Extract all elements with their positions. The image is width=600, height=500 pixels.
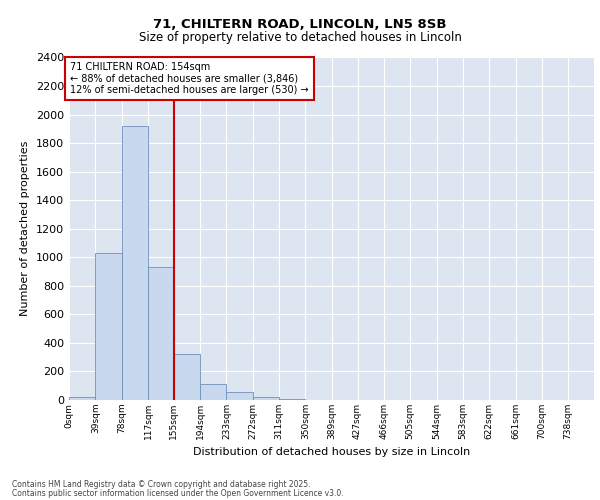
Bar [122,126,148,400]
Text: Contains HM Land Registry data © Crown copyright and database right 2025.: Contains HM Land Registry data © Crown c… [12,480,311,489]
Bar [69,397,95,400]
Bar [279,398,305,400]
Bar [95,253,122,400]
Text: Contains public sector information licensed under the Open Government Licence v3: Contains public sector information licen… [12,488,344,498]
Bar [174,354,200,400]
Text: 71, CHILTERN ROAD, LINCOLN, LN5 8SB: 71, CHILTERN ROAD, LINCOLN, LN5 8SB [153,18,447,30]
Text: 71 CHILTERN ROAD: 154sqm
← 88% of detached houses are smaller (3,846)
12% of sem: 71 CHILTERN ROAD: 154sqm ← 88% of detach… [70,62,309,95]
Bar [226,392,253,400]
Y-axis label: Number of detached properties: Number of detached properties [20,141,31,316]
Bar [253,397,279,400]
Bar [148,268,174,400]
Text: Size of property relative to detached houses in Lincoln: Size of property relative to detached ho… [139,31,461,44]
Bar [200,384,226,400]
X-axis label: Distribution of detached houses by size in Lincoln: Distribution of detached houses by size … [193,448,470,458]
